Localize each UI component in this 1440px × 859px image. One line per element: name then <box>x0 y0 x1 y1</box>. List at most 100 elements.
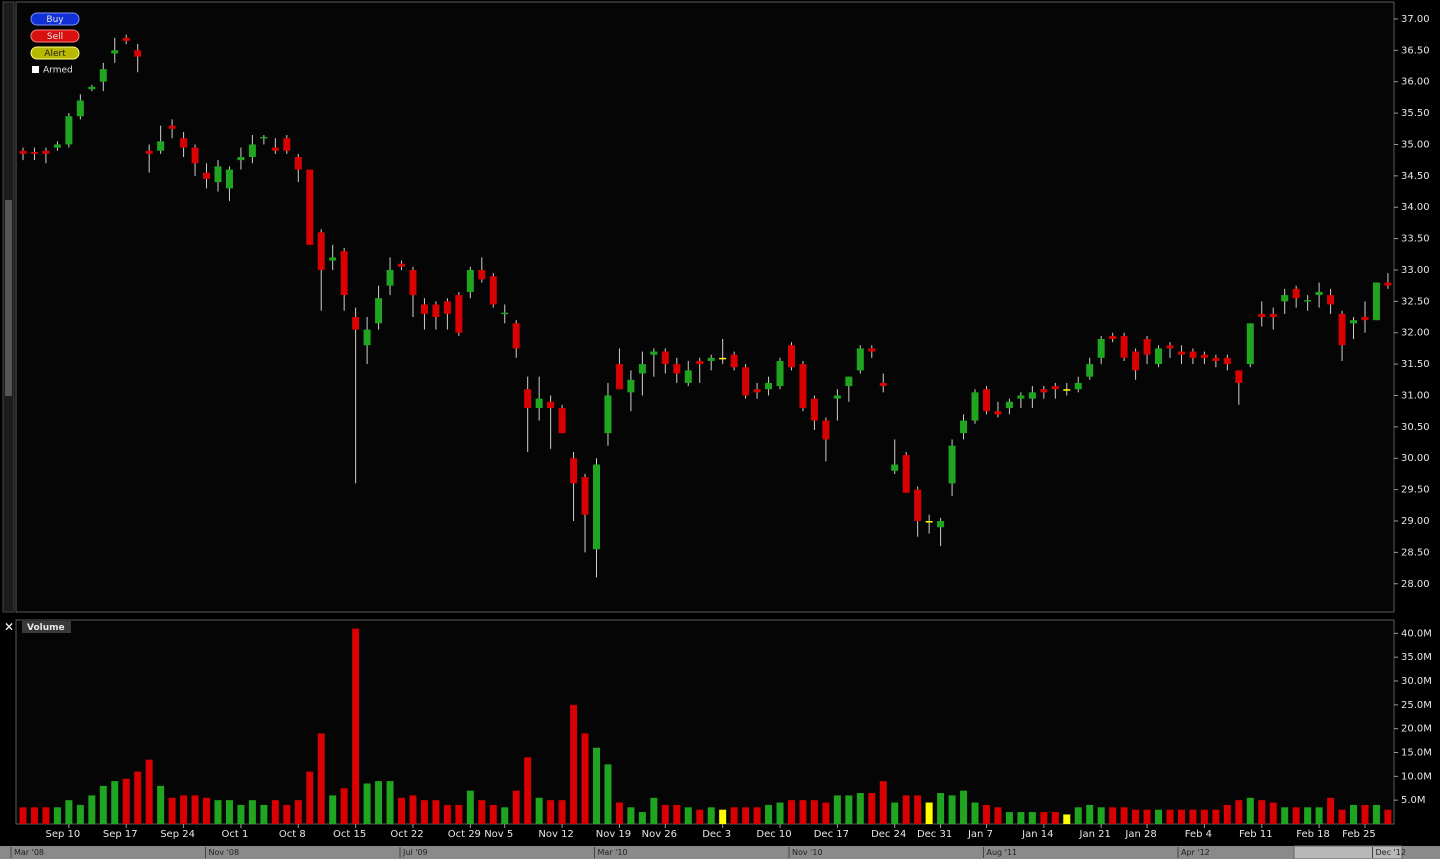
y-tick-label: 36.00 <box>1401 77 1430 88</box>
volume-bar <box>982 804 990 824</box>
candle-body <box>225 169 233 189</box>
volume-bar <box>1327 797 1335 824</box>
candle-body <box>868 348 876 352</box>
volume-bar <box>1315 807 1323 824</box>
candle-body <box>1074 382 1082 390</box>
volume-bar <box>76 804 84 824</box>
volume-bar <box>1086 804 1094 824</box>
x-tick-label: Sep 24 <box>160 829 195 840</box>
y-tick-label: 20.0M <box>1401 724 1432 735</box>
volume-bar <box>157 785 165 824</box>
volume-bar <box>914 795 922 824</box>
volume-bar <box>902 795 910 824</box>
scroll-thumb[interactable] <box>5 200 12 396</box>
volume-bar <box>145 759 153 824</box>
timeline-label: Nov '08 <box>209 848 240 857</box>
volume-bar <box>352 628 360 824</box>
volume-bar <box>1281 807 1289 824</box>
volume-bar <box>1200 809 1208 824</box>
candle-body <box>489 276 497 305</box>
candle-body <box>340 251 348 296</box>
y-tick-label: 33.00 <box>1401 265 1430 276</box>
volume-title: Volume <box>27 623 65 633</box>
volume-bar <box>1304 807 1312 824</box>
timeline-label: Apr '12 <box>1181 848 1210 857</box>
candle-body <box>65 116 73 145</box>
candle-body <box>294 157 302 170</box>
candle-body <box>787 345 795 368</box>
candle-body <box>1350 320 1358 324</box>
candle-body <box>1028 392 1036 399</box>
candle-body <box>1384 282 1392 286</box>
volume-bar <box>1166 809 1174 824</box>
volume-bar <box>650 797 658 824</box>
volume-bar <box>719 809 727 824</box>
volume-bar <box>1028 812 1036 824</box>
candle-body <box>1304 300 1312 302</box>
volume-bar <box>1189 809 1197 824</box>
candle-body <box>99 69 107 82</box>
candle-body <box>570 458 578 484</box>
volume-bar <box>306 771 314 824</box>
volume-bar <box>960 790 968 824</box>
candle-body <box>168 125 176 129</box>
timeline-label: Mar '08 <box>14 848 44 857</box>
candle-body <box>1223 357 1231 365</box>
volume-bar <box>879 781 887 824</box>
candle-body <box>673 364 681 374</box>
x-tick-label: Dec 10 <box>756 829 791 840</box>
close-icon[interactable]: × <box>4 620 14 634</box>
volume-bar <box>615 802 623 824</box>
x-tick-label: Feb 25 <box>1342 829 1376 840</box>
candle-body <box>512 323 520 349</box>
candle-body <box>1292 288 1300 299</box>
candle-body <box>1327 295 1335 305</box>
armed-label[interactable]: Armed <box>43 66 73 76</box>
x-tick-label: Jan 21 <box>1079 829 1111 840</box>
volume-bar <box>994 807 1002 824</box>
candle-body <box>409 269 417 296</box>
candle-body <box>420 304 428 314</box>
timeline-thumb[interactable] <box>1293 845 1403 859</box>
candle-body <box>76 100 84 117</box>
volume-bar <box>696 809 704 824</box>
volume-bar <box>1246 797 1254 824</box>
volume-bar <box>19 807 27 824</box>
volume-bar <box>375 781 383 824</box>
y-tick-label: 35.50 <box>1401 108 1430 119</box>
x-tick-label: Oct 8 <box>279 829 306 840</box>
candle-body <box>455 295 463 333</box>
timeline-scrollbar[interactable] <box>0 846 1440 859</box>
volume-bar <box>1155 809 1163 824</box>
timeline-label: Dec '12 <box>1376 848 1406 857</box>
buy-label[interactable]: Buy <box>46 15 64 25</box>
volume-bar <box>478 800 486 824</box>
buy-button[interactable] <box>30 12 80 26</box>
candle-body <box>375 298 383 324</box>
sell-button[interactable] <box>30 29 80 43</box>
volume-bar <box>512 790 520 824</box>
x-tick-label: Nov 19 <box>596 829 631 840</box>
sell-label[interactable]: Sell <box>47 32 63 42</box>
candle-body <box>306 169 314 245</box>
volume-bar <box>845 795 853 824</box>
volume-bar <box>684 807 692 824</box>
volume-bar <box>1292 807 1300 824</box>
x-tick-label: Nov 26 <box>642 829 677 840</box>
volume-bar <box>1051 812 1059 824</box>
volume-bar <box>799 800 807 824</box>
alert-label[interactable]: Alert <box>44 49 66 59</box>
volume-bar <box>604 764 612 824</box>
alert-button[interactable] <box>30 46 80 60</box>
candle-body <box>53 144 61 148</box>
volume-bar <box>627 807 635 824</box>
armed-checkbox[interactable] <box>32 66 39 73</box>
volume-bar <box>294 800 302 824</box>
x-tick-label: Dec 17 <box>814 829 849 840</box>
x-tick-label: Jan 28 <box>1124 829 1156 840</box>
candle-body <box>776 360 784 387</box>
candle-body <box>1246 323 1254 365</box>
volume-bar <box>111 781 119 824</box>
volume-bar <box>271 800 279 824</box>
volume-bar <box>53 807 61 824</box>
